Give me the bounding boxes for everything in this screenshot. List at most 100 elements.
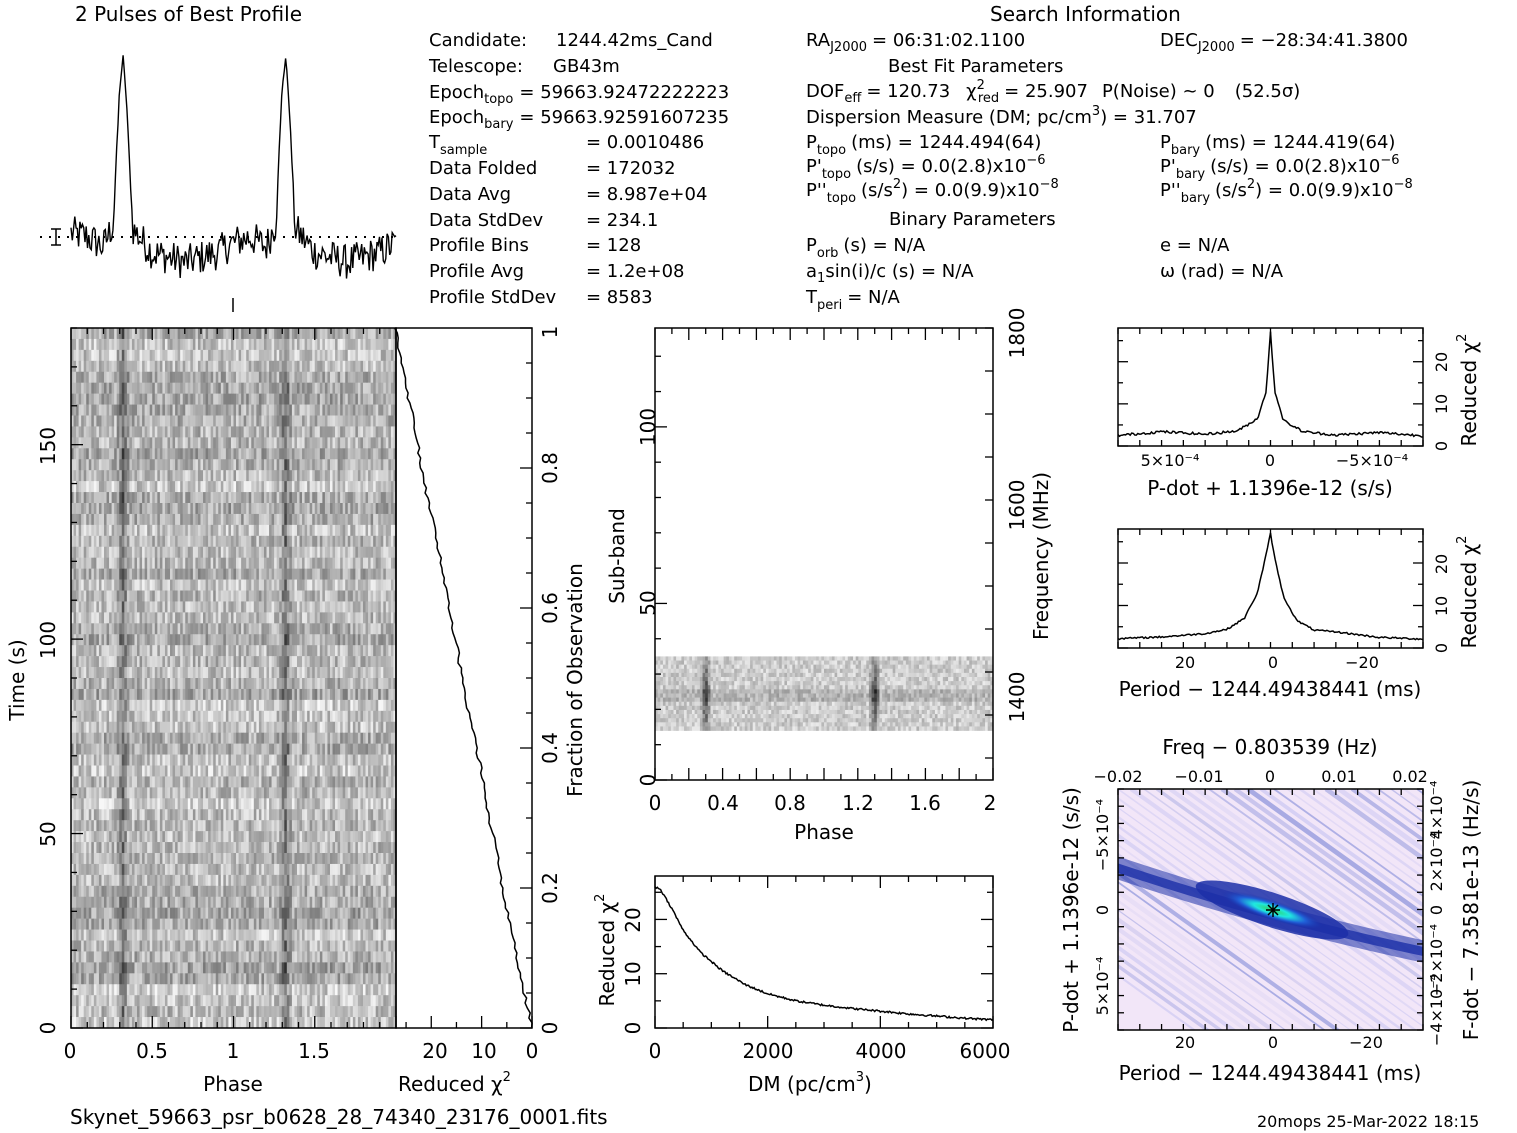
time-phase-pixel: [210, 678, 214, 690]
time-phase-pixel: [319, 524, 323, 537]
time-phase-pixel: [223, 360, 227, 373]
time-phase-pixel: [203, 645, 206, 657]
time-phase-pixel: [355, 568, 359, 580]
time-phase-pixel: [170, 710, 173, 723]
time-phase-pixel: [360, 349, 364, 362]
time-phase-pixel: [213, 732, 217, 744]
time-phase-pixel: [114, 393, 117, 405]
time-phase-pixel: [134, 568, 138, 580]
time-phase-pixel: [342, 699, 346, 712]
time-phase-pixel: [205, 382, 209, 394]
time-phase-pixel: [362, 732, 366, 744]
time-phase-pixel: [345, 535, 349, 548]
time-phase-pixel: [200, 481, 204, 493]
time-phase-pixel: [78, 481, 82, 493]
time-phase-pixel: [233, 699, 237, 712]
info-label: Epoch: [429, 107, 484, 128]
time-phase-pixel: [289, 612, 293, 624]
time-phase-pixel: [261, 732, 265, 744]
time-phase-pixel: [261, 481, 265, 493]
time-phase-pixel: [129, 623, 133, 635]
time-phase-pixel: [274, 382, 277, 394]
time-phase-pixel: [190, 557, 194, 569]
time-phase-pixel: [109, 503, 112, 515]
time-phase-pixel: [362, 568, 366, 580]
time-phase-pixel: [261, 667, 265, 679]
time-phase-pixel: [210, 557, 214, 569]
time-phase-pixel: [180, 612, 184, 624]
time-phase-pixel: [208, 371, 211, 383]
time-phase-pixel: [388, 503, 392, 515]
time-phase-pixel: [213, 590, 217, 602]
time-phase-pixel: [233, 382, 237, 394]
time-phase-pixel: [78, 579, 82, 591]
time-phase-pixel: [385, 667, 389, 679]
time-phase-pixel: [88, 688, 92, 701]
time-phase-pixel: [302, 557, 305, 569]
time-phase-pixel: [164, 470, 168, 482]
time-phase-pixel: [266, 612, 270, 624]
time-phase-pixel: [111, 448, 115, 460]
time-phase-pixel: [142, 513, 145, 526]
time-phase-pixel: [329, 382, 333, 394]
time-phase-pixel: [256, 601, 260, 613]
time-phase-pixel: [307, 513, 310, 526]
time-phase-pixel: [317, 557, 321, 569]
time-phase-pixel: [345, 612, 349, 624]
time-phase-pixel: [182, 371, 186, 383]
time-phase-pixel: [370, 415, 374, 427]
time-phase-pixel: [78, 426, 82, 438]
time-phase-pixel: [134, 338, 138, 351]
time-phase-pixel: [302, 459, 305, 471]
time-phase-pixel: [175, 503, 178, 515]
time-phase-pixel: [225, 546, 229, 558]
time-phase-pixel: [390, 503, 394, 515]
time-phase-pixel: [230, 513, 234, 526]
time-phase-pixel: [322, 459, 326, 471]
time-phase-pixel: [159, 503, 163, 515]
time-phase-pixel: [88, 667, 92, 679]
time-phase-pixel: [286, 349, 290, 362]
time-phase-pixel: [124, 481, 128, 493]
time-phase-pixel: [139, 590, 143, 602]
time-phase-pixel: [101, 590, 105, 602]
time-phase-pixel: [152, 721, 156, 733]
time-phase-pixel: [175, 645, 178, 657]
time-phase-pixel: [345, 601, 349, 613]
time-phase-pixel: [246, 338, 250, 351]
time-phase-pixel: [185, 349, 189, 362]
time-phase-pixel: [271, 382, 275, 394]
time-phase-pixel: [390, 415, 394, 427]
time-phase-pixel: [271, 437, 275, 449]
time-phase-pixel: [157, 601, 161, 613]
time-phase-pixel: [210, 524, 214, 537]
time-phase-pixel: [362, 645, 366, 657]
time-phase-pixel: [360, 667, 364, 679]
time-phase-pixel: [355, 426, 359, 438]
time-phase-pixel: [134, 623, 138, 635]
time-phase-pixel: [98, 601, 102, 613]
time-phase-pixel: [159, 568, 163, 580]
time-phase-pixel: [380, 338, 384, 351]
time-phase-pixel: [180, 338, 184, 351]
time-phase-pixel: [256, 667, 260, 679]
time-phase-pixel: [88, 645, 92, 657]
time-phase-pixel: [370, 623, 374, 635]
time-phase-pixel: [335, 393, 338, 405]
time-phase-pixel: [314, 426, 318, 438]
time-phase-pixel: [73, 470, 77, 482]
time-phase-pixel: [246, 732, 250, 744]
time-phase-pixel: [147, 503, 151, 515]
time-phase-pixel: [319, 568, 323, 580]
time-phase-pixel: [233, 393, 237, 405]
time-phase-pixel: [322, 535, 326, 548]
time-phase-pixel: [147, 721, 151, 733]
time-phase-pixel: [251, 404, 255, 416]
time-phase-pixel: [314, 612, 318, 624]
time-phase-pixel: [131, 382, 135, 394]
time-phase-pixel: [296, 667, 300, 679]
time-phase-pixel: [126, 579, 130, 591]
time-phase-pixel: [279, 678, 283, 690]
time-phase-pixel: [162, 360, 166, 373]
time-phase-pixel: [342, 601, 346, 613]
